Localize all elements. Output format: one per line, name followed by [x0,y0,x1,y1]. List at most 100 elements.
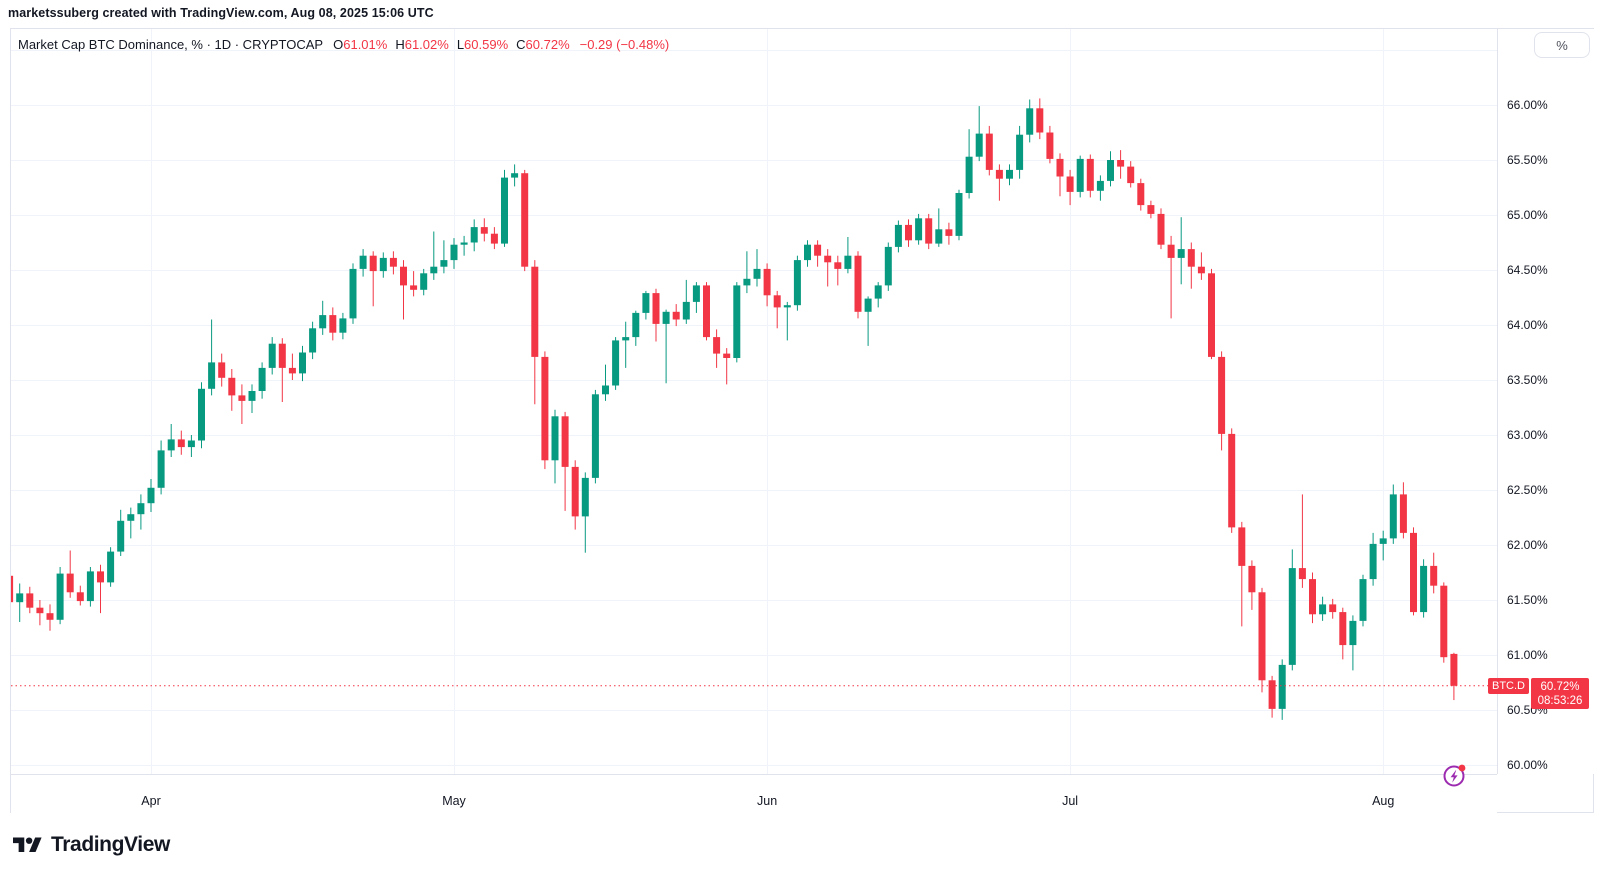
candle-body [480,227,488,234]
candle-body [905,224,912,241]
candle-body [329,315,337,333]
time-axis[interactable]: Apr May Jun Jul Aug [11,774,1497,813]
candle-body [288,367,296,374]
candle-body [571,466,579,517]
candle-body [955,193,963,236]
candle-body [1258,592,1266,681]
price-axis[interactable]: % 66.00% 65.50% 65.00% 64.50% 64.00% 63.50% 63… [1497,29,1594,774]
candle-body [1197,266,1205,274]
brand-name: TradingView [51,833,170,856]
candle-body [16,593,24,603]
candle-body [389,257,397,267]
candle-body [1167,244,1175,258]
candle-body [420,273,428,290]
candle-body [521,173,529,267]
legend-ohlc-l: L60.59% [456,36,509,52]
candle-body [1369,543,1377,580]
candle-body [935,229,943,244]
candle-body [743,278,751,286]
candle-body [682,301,690,320]
candle-body [177,439,185,448]
candle-body [894,224,902,247]
candle-body [733,285,741,358]
candle-body [198,388,205,441]
candle-body [299,352,306,374]
candle-body [137,503,145,515]
candle-body [319,315,327,329]
time-axis-label-apr: Apr [141,794,161,808]
candle-body [1238,527,1246,566]
candle-body [187,440,195,448]
candle-body [278,343,286,368]
candle-body [864,298,872,312]
candle-body [1026,108,1034,135]
time-axis-label-may: May [442,794,466,808]
candle-body [1440,585,1448,658]
candle-body [551,416,559,461]
candle-body [460,242,468,245]
legend-ohlc-h: H61.02% [395,36,449,52]
price-axis-label: 65.00% [1507,208,1548,222]
candle-body [1298,568,1306,580]
candle-body [157,450,165,488]
candle-body [854,255,862,312]
candle-body [238,395,246,401]
candle-body [1137,183,1145,206]
candle-body [440,260,448,267]
candle-body [258,367,266,391]
candle-body [309,328,317,353]
candle-body [127,514,135,521]
candle-body [975,133,983,157]
candle-body [652,293,660,324]
time-axis-label-jun: Jun [757,794,778,808]
candle-body [430,266,438,274]
candle-body [1187,249,1195,267]
candle-body [450,244,458,261]
candle-body [834,262,842,269]
candle-body [642,293,650,313]
candle-body [814,244,822,256]
candle-body [531,266,539,357]
chart-container: Market Cap BTC Dominance, % · 1D · CRYPT… [10,28,1594,813]
legend: Market Cap BTC Dominance, % · 1D · CRYPT… [18,35,669,53]
candle-body [1420,565,1428,613]
price-axis-label: 62.00% [1507,537,1548,552]
price-axis-label: 64.00% [1507,317,1548,332]
candle-body [581,477,589,517]
candle-body [1450,653,1458,686]
candle-body [672,311,680,320]
candle-body [844,255,852,269]
candle-body [400,266,407,286]
percent-unit-button[interactable]: % [1534,32,1590,58]
candle-body [167,439,175,451]
candle-body [1006,169,1013,179]
candle-body [1086,158,1094,191]
candle-body [1228,433,1236,528]
candle-body [218,362,226,378]
price-axis-label: 63.00% [1507,427,1548,442]
candle-body [76,592,84,602]
candle-body [1117,160,1125,167]
candle-body [86,571,94,602]
candle-body [1036,108,1044,133]
candle-body [1056,158,1064,177]
candle-body [1016,134,1024,170]
candle-body [915,218,923,241]
candle-body [11,575,14,603]
legend-ohlc-c: C60.72% [516,36,570,52]
candlestick-plot[interactable] [11,29,1497,774]
lightning-icon[interactable] [1442,762,1468,788]
candle-body [1157,213,1165,245]
candle-body [824,255,832,263]
candle-body [1147,205,1155,214]
candle-body [541,356,549,461]
legend-change: −0.29 (−0.48%) [579,36,670,52]
legend-title[interactable]: Market Cap BTC Dominance, % · 1D · CRYPT… [18,36,324,52]
candle-body [793,260,801,306]
candle-body [349,268,357,319]
brand-footer[interactable]: TradingView [13,831,170,859]
candle-body [1389,494,1397,539]
price-axis-label: 60.00% [1507,757,1548,772]
candle-body [1399,494,1407,533]
